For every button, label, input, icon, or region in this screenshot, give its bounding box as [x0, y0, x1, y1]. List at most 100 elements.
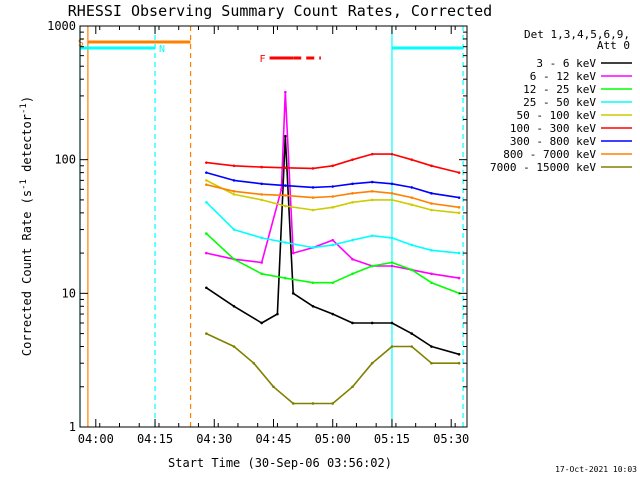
legend-label: 6 - 12 keV — [530, 70, 597, 83]
series-point — [390, 261, 394, 264]
series-point — [457, 361, 461, 365]
series-point — [430, 272, 433, 276]
x-tick-label: 04:30 — [196, 432, 232, 446]
series-point — [457, 276, 461, 280]
series-point — [260, 182, 263, 186]
series-point — [232, 345, 236, 348]
footer-timestamp: 17-Oct-2021 10:03 — [555, 465, 637, 474]
series-point — [205, 183, 208, 186]
legend-label: 7000 - 15000 keV — [490, 161, 596, 174]
series-point — [351, 182, 354, 186]
legend-label: 25 - 50 keV — [523, 96, 596, 109]
series-point — [260, 198, 263, 202]
series-point — [291, 402, 295, 405]
y-tick-label: 10 — [62, 286, 76, 300]
series-point — [351, 385, 354, 389]
series-point — [370, 321, 374, 325]
series-point — [410, 243, 414, 247]
series-point — [284, 184, 287, 187]
series-point — [260, 236, 263, 240]
series-point — [205, 200, 208, 204]
series-point — [205, 171, 208, 174]
x-tick-label: 04:15 — [137, 432, 173, 446]
series-line — [206, 171, 460, 199]
series-group — [205, 90, 461, 405]
series-point — [331, 195, 335, 198]
series-line — [205, 233, 460, 295]
series-point — [205, 179, 208, 182]
series-point — [284, 276, 287, 280]
legend-label: 50 - 100 keV — [517, 109, 597, 122]
series-point — [280, 188, 283, 191]
series-point — [390, 345, 394, 348]
series-point — [232, 164, 236, 168]
series-point — [410, 345, 414, 348]
series-point — [205, 161, 208, 164]
legend-label: 300 - 800 keV — [510, 135, 596, 148]
series-point — [410, 268, 414, 272]
series-point — [232, 304, 236, 308]
series-point — [390, 321, 394, 325]
series-point — [260, 321, 263, 325]
flag-label: F — [260, 54, 266, 65]
y-tick-label: 1 — [69, 420, 76, 434]
plot-frame — [79, 25, 468, 428]
series-point — [390, 198, 394, 202]
series-point — [430, 361, 433, 365]
series-line — [206, 332, 460, 405]
series-point — [457, 196, 461, 199]
series-point — [284, 204, 287, 208]
x-tick-label: 04:00 — [78, 432, 114, 446]
series-line — [206, 91, 460, 279]
x-tick-label: 04:45 — [255, 432, 291, 446]
series-point — [430, 202, 433, 205]
series-point — [311, 167, 315, 170]
legend-header: Det 1,3,4,5,6,9, — [524, 28, 630, 41]
series-point — [205, 251, 208, 255]
series-line — [206, 183, 460, 209]
series-point — [311, 196, 315, 199]
series-point — [370, 152, 374, 156]
series-point — [390, 152, 394, 156]
series-point — [430, 248, 433, 252]
series-point — [370, 234, 374, 237]
series-point — [311, 304, 315, 308]
series-point — [232, 257, 236, 261]
series-point — [311, 281, 315, 285]
series-point — [260, 165, 263, 169]
series-point — [284, 134, 287, 138]
legend-header: Att 0 — [597, 39, 630, 52]
y-axis: 1 10 100 1000 — [47, 19, 467, 434]
series-point — [276, 312, 279, 316]
series-point — [331, 185, 335, 188]
legend-label: 100 - 300 keV — [510, 122, 596, 135]
series-point — [410, 203, 414, 207]
x-tick-label: 05:00 — [315, 432, 351, 446]
series-point — [457, 211, 461, 215]
series-point — [370, 264, 374, 268]
series-point — [410, 158, 414, 161]
chart-title: RHESSI Observing Summary Count Rates, Co… — [68, 2, 492, 20]
annotation-markers: S N F — [78, 26, 464, 427]
series-point — [284, 241, 287, 244]
series-point — [351, 192, 354, 195]
series-point — [284, 194, 287, 197]
series-point — [370, 180, 374, 184]
series-point — [410, 186, 414, 189]
series-point — [351, 257, 354, 261]
series-point — [457, 171, 461, 174]
series-point — [351, 158, 354, 161]
series-point — [457, 206, 461, 209]
series-point — [232, 189, 236, 193]
series-point — [205, 286, 208, 290]
legend-label: 800 - 7000 keV — [503, 148, 596, 161]
series-point — [260, 193, 263, 196]
series-point — [390, 192, 394, 195]
series-point — [390, 182, 394, 186]
series-point — [284, 166, 287, 170]
series-point — [430, 164, 433, 168]
series-point — [252, 361, 256, 365]
series-point — [232, 228, 236, 231]
